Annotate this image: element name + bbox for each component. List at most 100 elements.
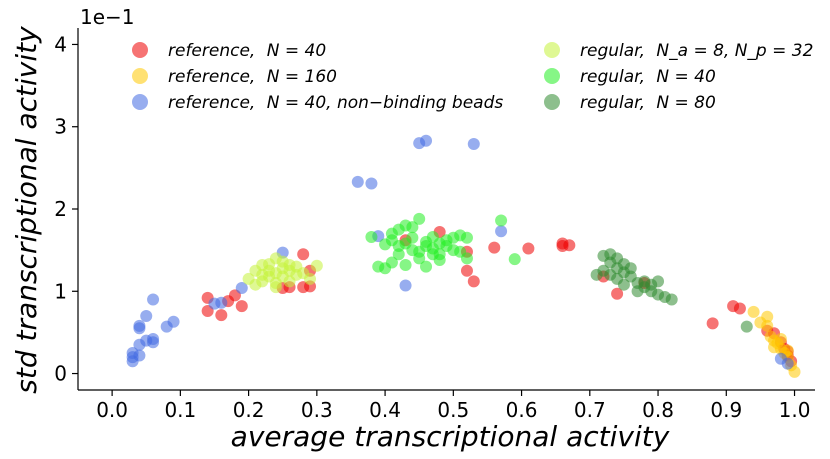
data-points: [126, 134, 801, 378]
legend-marker-reference-n160: [132, 68, 148, 84]
data-point-reference_N40_nonbinding: [215, 296, 228, 309]
series-regular_Na8_Np32: [242, 252, 323, 294]
data-point-reference_N40_nonbinding: [365, 177, 378, 190]
data-point-reference_N40_nonbinding: [420, 134, 433, 147]
x-ticks: 0.0 0.1 0.2 0.3 0.4 0.5 0.6 0.7 0.8 0.9 1.0: [96, 390, 810, 422]
data-point-regular_N40: [413, 212, 426, 225]
data-point-reference_N160: [747, 305, 760, 318]
data-point-regular_Na8_Np32: [269, 281, 282, 294]
data-point-reference_N40_nonbinding: [399, 279, 412, 292]
legend-marker-reference-n40: [132, 42, 148, 58]
svg-text:reference, N = 40, no: reference, N = 40, non−binding beads: [168, 93, 503, 113]
x-tick-label: 0.3: [301, 398, 333, 422]
data-point-regular_N40: [385, 227, 398, 240]
y-tick-label: 0: [54, 362, 67, 386]
data-point-reference_N40: [488, 241, 501, 254]
x-tick-label: 1.0: [779, 398, 811, 422]
legend-marker-reference-n40-nonbinding: [132, 94, 148, 110]
data-point-reference_N40: [460, 264, 473, 277]
legend-label-detail: N_a = 8, N_p = 32: [656, 41, 813, 61]
legend-entry-reference-n40-nonbinding: reference, N = 40, non−binding beads: [132, 93, 503, 113]
y-tick-label: 3: [54, 115, 67, 139]
data-point-reference_N40_nonbinding: [235, 281, 248, 294]
legend-label-prefix: regular,: [580, 41, 645, 61]
data-point-regular_N40: [433, 254, 446, 267]
data-point-reference_N160: [774, 332, 787, 345]
data-point-regular_N40: [460, 252, 473, 265]
x-tick-label: 0.2: [233, 398, 265, 422]
data-point-reference_N40_nonbinding: [140, 309, 153, 322]
y-ticks: 0 1 2 3 4: [54, 32, 78, 386]
legend-entry-reference-n160: reference, N = 160: [132, 67, 337, 87]
data-point-reference_N40_nonbinding: [133, 319, 146, 332]
data-point-reference_N40_nonbinding: [147, 293, 160, 306]
legend-label-detail: N = 40: [267, 41, 326, 61]
data-point-reference_N40: [522, 242, 535, 255]
legend-entry-regular-n80: regular, N = 80: [544, 93, 716, 113]
svg-text:reference, N = 40: reference, N = 40: [168, 41, 326, 61]
x-tick-label: 0.4: [369, 398, 401, 422]
data-point-regular_N40: [399, 219, 412, 232]
svg-text:regular, N = 80: regular, N = 80: [580, 93, 716, 113]
data-point-regular_N40: [406, 231, 419, 244]
data-point-regular_Na8_Np32: [249, 264, 262, 277]
data-point-regular_Na8_Np32: [304, 272, 317, 285]
legend-entry-regular-na8-np32: regular, N_a = 8, N_p = 32: [544, 41, 813, 61]
data-point-reference_N40: [467, 275, 480, 288]
y-offset-label: 1e−1: [80, 5, 135, 29]
data-point-reference_N40_nonbinding: [133, 349, 146, 362]
x-tick-label: 0.7: [574, 398, 606, 422]
legend-marker-regular-na8-np32: [544, 42, 560, 58]
y-tick-label: 1: [54, 279, 67, 303]
data-point-reference_N40_nonbinding: [495, 225, 508, 238]
data-point-regular_N40: [495, 214, 508, 227]
data-point-regular_N80: [665, 293, 678, 306]
legend-label-detail: N = 80: [656, 93, 715, 113]
series-reference_N40: [201, 226, 798, 368]
legend-entry-reference-n40: reference, N = 40: [132, 41, 326, 61]
data-point-regular_N40: [365, 230, 378, 243]
svg-text:reference, N = 160: reference, N = 160: [168, 67, 337, 87]
legend: reference, N = 40 reference, N = 160 ref…: [132, 41, 813, 113]
data-point-reference_N40: [235, 300, 248, 313]
series-regular_N40: [365, 212, 521, 275]
data-point-reference_N40: [563, 239, 576, 252]
data-point-reference_N40_nonbinding: [351, 175, 364, 188]
data-point-regular_N40: [460, 231, 473, 244]
data-point-reference_N40: [611, 287, 624, 300]
data-point-reference_N40_nonbinding: [167, 315, 180, 328]
legend-label-prefix: regular,: [580, 93, 645, 113]
data-point-regular_Na8_Np32: [310, 259, 323, 272]
data-point-reference_N160: [761, 319, 774, 332]
legend-entry-regular-n40: regular, N = 40: [544, 67, 716, 87]
data-point-regular_N40: [413, 252, 426, 265]
x-tick-label: 0.1: [164, 398, 196, 422]
data-point-reference_N40: [297, 248, 310, 261]
data-point-reference_N160: [761, 310, 774, 323]
data-point-regular_N80: [604, 248, 617, 261]
data-point-reference_N160: [781, 344, 794, 357]
data-point-regular_N80: [617, 278, 630, 291]
legend-marker-regular-n80: [544, 94, 560, 110]
x-tick-label: 0.8: [642, 398, 674, 422]
y-tick-label: 4: [54, 32, 67, 56]
data-point-reference_N40: [215, 309, 228, 322]
data-point-regular_N40: [420, 260, 433, 273]
legend-label-prefix: reference,: [168, 93, 255, 113]
data-point-regular_N80: [624, 262, 637, 275]
x-tick-label: 0.5: [437, 398, 469, 422]
data-point-reference_N40_nonbinding: [467, 138, 480, 151]
x-tick-label: 0.0: [96, 398, 128, 422]
data-point-reference_N40: [706, 317, 719, 330]
y-tick-label: 2: [54, 197, 67, 221]
data-point-reference_N40_nonbinding: [781, 357, 794, 370]
data-point-regular_N40: [508, 253, 521, 266]
x-tick-label: 0.6: [506, 398, 538, 422]
series-regular_N80: [590, 248, 753, 333]
legend-marker-regular-n40: [544, 68, 560, 84]
series-reference_N160: [747, 305, 801, 378]
x-tick-label: 0.9: [710, 398, 742, 422]
legend-label-prefix: reference,: [168, 67, 255, 87]
legend-label-detail: N = 40, non−binding beads: [267, 93, 504, 113]
